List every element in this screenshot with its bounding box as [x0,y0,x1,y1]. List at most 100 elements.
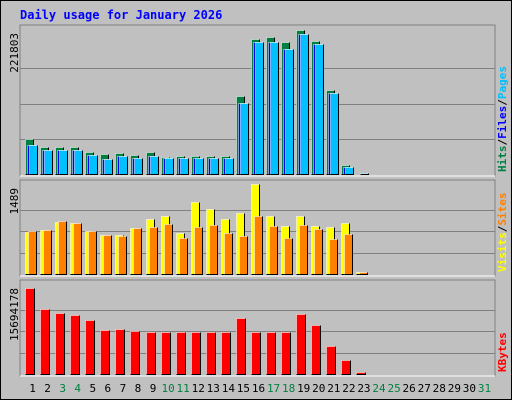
bar-kbytes-day-undefined [55,313,65,375]
bar-pages-day-21-highlight [330,93,339,175]
bar-kbytes-day-undefined-highlight [266,332,276,375]
bar-hits-day-17-highlight [266,37,275,175]
bar-sites-day-undefined-face [88,231,97,275]
bar-sites-day-undefined [344,234,353,275]
bar-pages-day-5-shadow [89,155,98,175]
bar-pages-day-11-shadow [180,158,189,175]
bar-sites-day-undefined-highlight [329,239,338,275]
bar-sites-day-undefined-highlight [269,226,278,275]
bar-kbytes-day-undefined [206,332,216,375]
bar-kbytes-day-undefined-face [115,329,125,375]
bar-visits-day-undefined-highlight [146,219,155,275]
bar-kbytes-day-undefined-face [70,315,80,375]
bar-kbytes-day-undefined-face [281,332,291,375]
x-tick-label: 17 [267,382,280,395]
bar-kbytes-day-undefined-shadow [130,331,140,375]
bar-kbytes-day-undefined [326,346,336,375]
x-tick-label: 22 [342,382,355,395]
bar-sites-day-undefined-shadow [28,231,37,275]
bar-hits-day-10-highlight [161,157,170,175]
bar-kbytes-day-undefined-shadow [236,318,246,375]
bar-pages-day-22-shadow [345,167,354,175]
bar-pages-day-17-highlight [270,42,279,175]
bar-pages-day-7-highlight [119,156,128,175]
bar-kbytes-day-undefined-shadow [221,332,231,375]
x-tick-label: 30 [463,382,476,395]
bar-sites-day-undefined-highlight [344,234,353,275]
bar-sites-day-undefined-highlight [179,238,188,275]
bar-sites-day-undefined-highlight [314,229,323,275]
bar-kbytes-day-undefined-face [251,332,261,375]
bar-sites-day-undefined [88,231,97,275]
panel-2: 1489 Visits/Sites [8,179,509,277]
bar-pages-day-17 [270,42,279,175]
bar-pages-day-12-shadow [195,158,204,175]
bar-kbytes-day-undefined-shadow [266,332,276,375]
bar-pages-day-11 [180,158,189,175]
legend-sites: Sites [496,193,509,226]
bar-sites-day-undefined [28,231,37,275]
bar-sites-day-undefined-shadow [284,238,293,275]
bar-visits-day-undefined-highlight [236,213,245,275]
bar-hits-day-16-highlight [251,39,260,175]
bar-kbytes-day-undefined-shadow [25,288,35,375]
bar-pages-day-3-shadow [59,150,68,175]
bar-sites-day-undefined-shadow [314,229,323,275]
bar-pages-day-9 [150,156,159,175]
bar-pages-day-13 [210,158,219,175]
bar-visits-day-undefined-highlight [191,202,200,275]
bar-pages-day-8-highlight [134,158,143,175]
bar-pages-day-2 [44,150,53,175]
bar-kbytes-day-undefined-face [206,332,216,375]
x-tick-label: 10 [161,382,174,395]
bar-kbytes-day-undefined-face [161,332,171,375]
bar-hits-day-19-highlight [296,30,305,175]
bar-sites-day-undefined-highlight [103,235,112,275]
bar-sites-day-undefined [73,223,82,275]
bar-pages-day-6 [104,159,113,175]
bar-hits-day-14-highlight [221,156,230,175]
bar-sites-day-undefined-shadow [103,235,112,275]
bar-hits-day-5-highlight [85,152,94,175]
x-tick-label: 23 [357,382,370,395]
bar-kbytes-day-undefined [191,332,201,375]
x-tick-label: 25 [387,382,400,395]
x-tick-label: 18 [282,382,295,395]
bar-sites-day-undefined-face [314,229,323,275]
bar-sites-day-undefined-face [149,227,158,275]
x-tick-label: 29 [448,382,461,395]
bar-pages-day-16-shadow [255,42,264,175]
bar-kbytes-day-undefined-highlight [311,325,321,375]
bar-sites-day-undefined [269,226,278,275]
bar-hits-day-1-highlight [25,139,34,175]
bar-hits-day-4-highlight [70,147,79,175]
bar-kbytes-day-undefined-highlight [251,332,261,375]
bar-sites-day-undefined-face [224,233,233,275]
bar-hits-day-20-highlight [311,41,320,175]
bar-sites-day-undefined-face [209,225,218,275]
bar-kbytes-day-undefined-highlight [191,332,201,375]
bar-pages-day-2-face [44,150,53,175]
bar-kbytes-day-undefined-highlight [55,313,65,375]
bar-pages-day-19-face [300,34,309,175]
bar-sites-day-undefined-highlight [118,236,127,275]
bar-kbytes-day-undefined-face [100,330,110,375]
bar-sites-day-undefined-shadow [179,238,188,275]
bar-kbytes-day-undefined-shadow [251,332,261,375]
bar-pages-day-15 [240,103,249,175]
bar-pages-day-11-face [180,158,189,175]
bar-hits-day-6-highlight [100,154,109,175]
bar-kbytes-day-undefined-face [191,332,201,375]
x-tick-label: 14 [222,382,236,395]
bar-sites-day-undefined-shadow [118,236,127,275]
x-tick-label: 4 [74,382,81,395]
bar-hits-day-22-highlight [341,165,350,175]
bar-kbytes-day-undefined-face [266,332,276,375]
bar-pages-day-22 [345,167,354,175]
bar-pages-day-4 [74,150,83,175]
bar-pages-day-22-highlight [345,167,354,175]
bar-pages-day-17-face [270,42,279,175]
bar-kbytes-day-undefined-highlight [356,372,366,375]
bar-sites-day-undefined [329,239,338,275]
bar-pages-day-6-face [104,159,113,175]
